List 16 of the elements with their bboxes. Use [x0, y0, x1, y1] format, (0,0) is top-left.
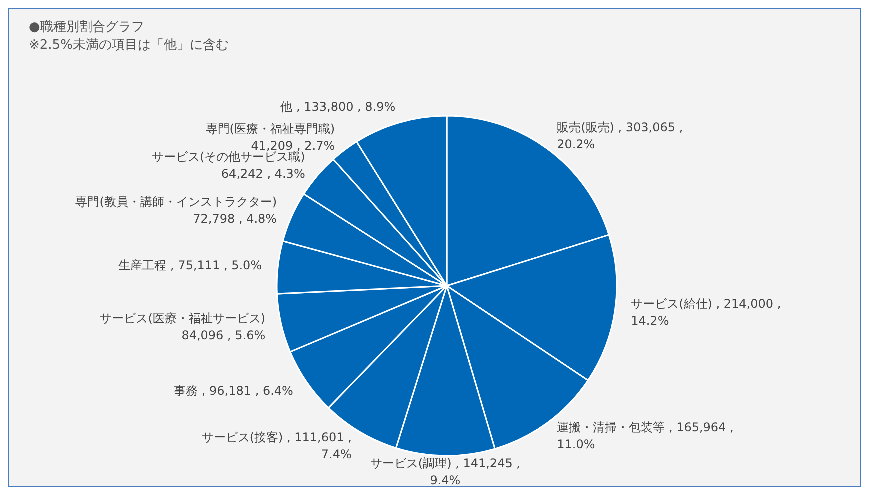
slice-label: サービス(調理) , 141,245 , 9.4%: [370, 456, 520, 488]
slice-label: サービス(給仕) , 214,000 , 14.2%: [631, 297, 782, 328]
slice-label: サービス(医療・福祉サービス): [100, 312, 266, 326]
chart-title: ●職種別割合グラフ: [29, 19, 146, 37]
data-label: 72,798 , 4.8%: [193, 212, 278, 226]
chart-subtitle: ※2.5%未満の項目は「他」に含む: [29, 37, 229, 55]
data-label: 84,096 , 5.6%: [182, 328, 266, 343]
slice-label: サービス(接客) , 111,601 , 7.4%: [202, 430, 352, 462]
slice-label: 販売(販売) , 303,065 , 20.2%: [557, 120, 684, 152]
slice-label: 運搬・清掃・包装等 , 165,964 , 11.0%: [557, 420, 734, 452]
slice-label: 専門(医療・福祉専門職): [206, 122, 336, 136]
slice-label: 他 , 133,800 , 8.9%: [280, 100, 396, 114]
slice-label: 事務 , 96,181 , 6.4%: [174, 384, 294, 398]
slice-label: 生産工程 , 75,111 , 5.0%: [118, 258, 262, 273]
slice-label: 専門(教員・講師・インストラクター): [76, 194, 278, 209]
data-label: 64,242 , 4.3%: [221, 166, 306, 181]
